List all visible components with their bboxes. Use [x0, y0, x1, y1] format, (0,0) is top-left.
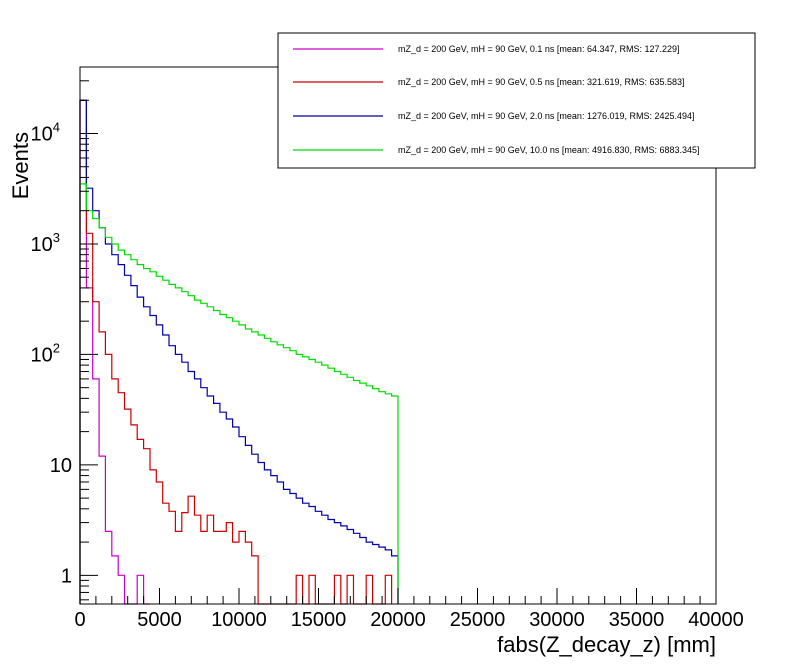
series-line-0 [79, 99, 150, 605]
series-layer [79, 99, 399, 605]
y-tick-base: 10 [31, 344, 53, 366]
series-line-2 [79, 99, 399, 604]
x-axis-title: fabs(Z_decay_z) [mm] [497, 632, 716, 657]
y-tick-label: 1 [61, 565, 72, 587]
y-tick-label: 10 [50, 455, 72, 477]
y-tick-label: 102 [31, 340, 60, 366]
x-tick-label: 40000 [688, 609, 744, 631]
x-tick-label: 30000 [529, 609, 585, 631]
x-tick-label: 10000 [211, 609, 267, 631]
legend-box [277, 32, 756, 169]
ticks-layer [79, 66, 717, 604]
y-tick-base: 1 [61, 565, 72, 587]
x-tick-label: 5000 [137, 609, 182, 631]
x-tick-label: 25000 [450, 609, 506, 631]
y-tick-label: 103 [31, 230, 60, 256]
series-line-1 [79, 99, 393, 605]
x-tick-label: 15000 [291, 609, 347, 631]
y-tick-exponent: 3 [53, 230, 60, 245]
y-tick-exponent: 2 [53, 340, 60, 355]
series-line-3 [79, 183, 399, 604]
legend-label-3: mZ_d = 200 GeV, mH = 90 GeV, 10.0 ns [me… [398, 145, 700, 155]
x-tick-label: 35000 [609, 609, 665, 631]
x-tick-label: 0 [74, 609, 85, 631]
legend: mZ_d = 200 GeV, mH = 90 GeV, 0.1 ns [mea… [277, 32, 756, 169]
legend-label-1: mZ_d = 200 GeV, mH = 90 GeV, 0.5 ns [mea… [398, 77, 685, 87]
legend-label-2: mZ_d = 200 GeV, mH = 90 GeV, 2.0 ns [mea… [398, 111, 695, 121]
y-axis-title: Events [8, 132, 33, 199]
y-tick-exponent: 4 [53, 120, 60, 135]
x-tick-label: 20000 [370, 609, 426, 631]
labels-layer: 0 5000 10000 15000 20000 25000 30000 35000 40000… [31, 120, 744, 631]
y-tick-label: 104 [31, 120, 60, 146]
legend-label-0: mZ_d = 200 GeV, mH = 90 GeV, 0.1 ns [mea… [398, 44, 680, 54]
y-tick-base: 10 [31, 234, 53, 256]
y-tick-base: 10 [50, 455, 72, 477]
y-tick-base: 10 [31, 124, 53, 146]
